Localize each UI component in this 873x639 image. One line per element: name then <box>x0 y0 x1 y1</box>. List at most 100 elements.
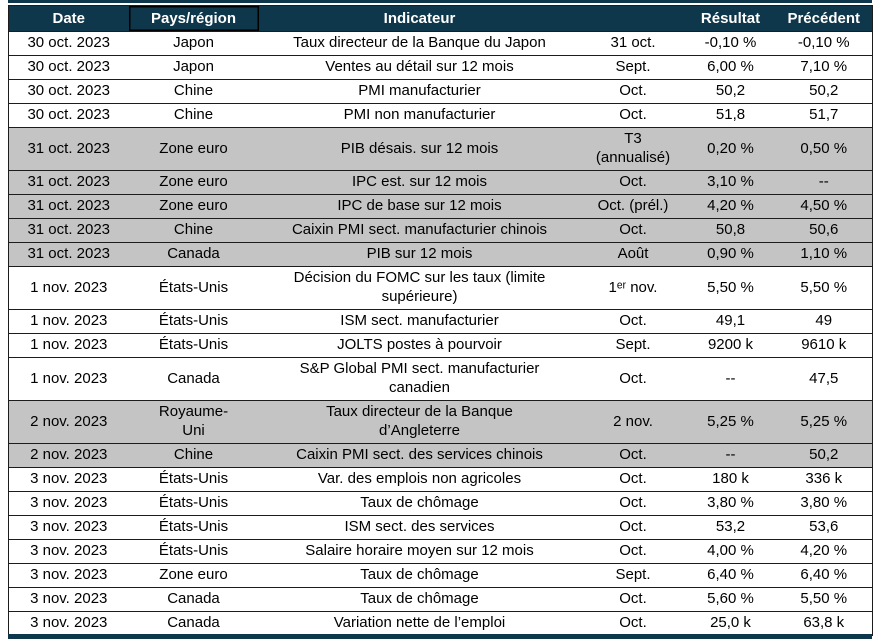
cell-indicator[interactable]: ISM sect. manufacturier <box>258 309 581 334</box>
cell-country[interactable]: Chine <box>128 79 259 104</box>
cell-date[interactable]: 30 oct. 2023 <box>8 31 129 56</box>
cell-country[interactable]: Canada <box>128 587 259 612</box>
cell-result[interactable]: -0,10 % <box>685 31 776 56</box>
cell-previous[interactable]: 51,7 <box>775 103 873 128</box>
cell-indicator[interactable]: PIB sur 12 mois <box>258 242 581 267</box>
column-header-country[interactable]: Pays/région <box>128 5 259 32</box>
cell-indicator[interactable]: IPC de base sur 12 mois <box>258 194 581 219</box>
cell-previous[interactable]: 6,40 % <box>775 563 873 588</box>
cell-result[interactable]: 50,8 <box>685 218 776 243</box>
cell-indicator[interactable]: IPC est. sur 12 mois <box>258 170 581 195</box>
cell-country[interactable]: Chine <box>128 443 259 468</box>
cell-previous[interactable]: 50,2 <box>775 443 873 468</box>
cell-indicator[interactable]: ISM sect. des services <box>258 515 581 540</box>
cell-indicator[interactable]: Ventes au détail sur 12 mois <box>258 55 581 80</box>
cell-previous[interactable]: -- <box>775 170 873 195</box>
cell-result[interactable]: -- <box>685 443 776 468</box>
cell-period[interactable]: Sept. <box>580 333 686 358</box>
cell-date[interactable]: 1 nov. 2023 <box>8 309 129 334</box>
cell-country[interactable]: États-Unis <box>128 491 259 516</box>
cell-previous[interactable]: 50,2 <box>775 79 873 104</box>
cell-period[interactable]: Oct. <box>580 79 686 104</box>
cell-previous[interactable]: 53,6 <box>775 515 873 540</box>
column-header-date[interactable]: Date <box>8 5 129 32</box>
cell-period[interactable]: Oct. <box>580 611 686 636</box>
cell-date[interactable]: 31 oct. 2023 <box>8 194 129 219</box>
cell-result[interactable]: 4,20 % <box>685 194 776 219</box>
cell-previous[interactable]: 7,10 % <box>775 55 873 80</box>
cell-date[interactable]: 2 nov. 2023 <box>8 400 129 444</box>
cell-previous[interactable]: 47,5 <box>775 357 873 401</box>
cell-date[interactable]: 30 oct. 2023 <box>8 55 129 80</box>
column-header-period[interactable] <box>580 5 686 32</box>
cell-result[interactable]: 4,00 % <box>685 539 776 564</box>
cell-period[interactable]: 31 oct. <box>580 31 686 56</box>
cell-country[interactable]: Chine <box>128 103 259 128</box>
cell-period[interactable]: Oct. <box>580 491 686 516</box>
cell-previous[interactable]: 63,8 k <box>775 611 873 636</box>
cell-indicator[interactable]: PIB désais. sur 12 mois <box>258 127 581 171</box>
cell-previous[interactable]: 3,80 % <box>775 491 873 516</box>
cell-result[interactable]: 25,0 k <box>685 611 776 636</box>
cell-result[interactable]: 6,40 % <box>685 563 776 588</box>
cell-date[interactable]: 3 nov. 2023 <box>8 515 129 540</box>
cell-indicator[interactable]: Taux de chômage <box>258 491 581 516</box>
cell-country[interactable]: États-Unis <box>128 333 259 358</box>
cell-date[interactable]: 1 nov. 2023 <box>8 266 129 310</box>
cell-indicator[interactable]: Taux de chômage <box>258 587 581 612</box>
cell-result[interactable]: 180 k <box>685 467 776 492</box>
cell-previous[interactable]: 49 <box>775 309 873 334</box>
cell-date[interactable]: 31 oct. 2023 <box>8 218 129 243</box>
cell-country[interactable]: États-Unis <box>128 467 259 492</box>
cell-country[interactable]: États-Unis <box>128 539 259 564</box>
cell-country[interactable]: Canada <box>128 242 259 267</box>
cell-period[interactable]: Oct. <box>580 443 686 468</box>
cell-previous[interactable]: 9610 k <box>775 333 873 358</box>
cell-previous[interactable]: 4,50 % <box>775 194 873 219</box>
cell-period[interactable]: Oct. <box>580 357 686 401</box>
cell-result[interactable]: 49,1 <box>685 309 776 334</box>
cell-indicator[interactable]: Variation nette de l’emploi <box>258 611 581 636</box>
cell-date[interactable]: 2 nov. 2023 <box>8 443 129 468</box>
cell-indicator[interactable]: Taux de chômage <box>258 563 581 588</box>
cell-country[interactable]: Japon <box>128 31 259 56</box>
cell-period[interactable]: Sept. <box>580 563 686 588</box>
cell-date[interactable]: 3 nov. 2023 <box>8 563 129 588</box>
cell-date[interactable]: 3 nov. 2023 <box>8 539 129 564</box>
cell-period[interactable]: Oct. <box>580 515 686 540</box>
cell-indicator[interactable]: Taux directeur de la Banque d’Angleterre <box>258 400 581 444</box>
cell-period[interactable]: Oct. <box>580 587 686 612</box>
cell-indicator[interactable]: PMI non manufacturier <box>258 103 581 128</box>
cell-indicator[interactable]: Taux directeur de la Banque du Japon <box>258 31 581 56</box>
cell-date[interactable]: 3 nov. 2023 <box>8 611 129 636</box>
cell-country[interactable]: Canada <box>128 611 259 636</box>
cell-indicator[interactable]: JOLTS postes à pourvoir <box>258 333 581 358</box>
cell-indicator[interactable]: Var. des emplois non agricoles <box>258 467 581 492</box>
cell-result[interactable]: -- <box>685 357 776 401</box>
cell-result[interactable]: 50,2 <box>685 79 776 104</box>
cell-indicator[interactable]: PMI manufacturier <box>258 79 581 104</box>
cell-result[interactable]: 3,80 % <box>685 491 776 516</box>
cell-previous[interactable]: 4,20 % <box>775 539 873 564</box>
cell-previous[interactable]: 1,10 % <box>775 242 873 267</box>
cell-country[interactable]: Zone euro <box>128 194 259 219</box>
cell-indicator[interactable]: Décision du FOMC sur les taux (limite su… <box>258 266 581 310</box>
cell-country[interactable]: Royaume- Uni <box>128 400 259 444</box>
cell-result[interactable]: 9200 k <box>685 333 776 358</box>
cell-date[interactable]: 3 nov. 2023 <box>8 467 129 492</box>
column-header-result[interactable]: Résultat <box>685 5 776 32</box>
cell-result[interactable]: 6,00 % <box>685 55 776 80</box>
cell-date[interactable]: 31 oct. 2023 <box>8 242 129 267</box>
cell-indicator[interactable]: Salaire horaire moyen sur 12 mois <box>258 539 581 564</box>
cell-previous[interactable]: 50,6 <box>775 218 873 243</box>
cell-indicator[interactable]: Caixin PMI sect. manufacturier chinois <box>258 218 581 243</box>
cell-result[interactable]: 53,2 <box>685 515 776 540</box>
cell-period[interactable]: Oct. <box>580 467 686 492</box>
cell-period[interactable]: Oct. <box>580 539 686 564</box>
cell-date[interactable]: 3 nov. 2023 <box>8 491 129 516</box>
cell-result[interactable]: 5,60 % <box>685 587 776 612</box>
cell-period[interactable]: Oct. (prél.) <box>580 194 686 219</box>
cell-date[interactable]: 31 oct. 2023 <box>8 170 129 195</box>
cell-date[interactable]: 30 oct. 2023 <box>8 103 129 128</box>
cell-country[interactable]: Zone euro <box>128 127 259 171</box>
